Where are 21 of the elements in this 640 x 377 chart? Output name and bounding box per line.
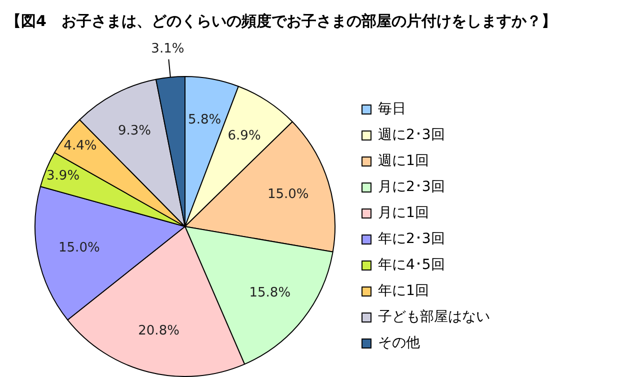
legend-label: 毎日 bbox=[378, 101, 406, 118]
data-label: 4.4% bbox=[64, 138, 97, 154]
data-label: 3.1% bbox=[151, 42, 184, 57]
data-label: 15.8% bbox=[249, 286, 291, 301]
data-label: 5.8% bbox=[188, 112, 222, 128]
data-label: 6.9% bbox=[228, 128, 261, 144]
legend-label: 月に2･3回 bbox=[378, 179, 445, 196]
data-label: 9.3% bbox=[118, 123, 151, 138]
data-label: 15.0% bbox=[267, 186, 309, 202]
legend-label: その他 bbox=[378, 335, 420, 352]
legend-label: 週に1回 bbox=[378, 153, 429, 170]
legend-label: 子ども部屋はない bbox=[378, 309, 490, 326]
data-label: 3.9% bbox=[46, 168, 80, 184]
data-label: 20.8% bbox=[138, 324, 180, 339]
legend-label: 年に4･5回 bbox=[378, 257, 445, 274]
chart-title: 【図4 お子さまは、どのくらいの頻度でお子さまの部屋の片付けをしますか？】 bbox=[6, 12, 556, 31]
legend-label: 年に2･3回 bbox=[378, 231, 445, 248]
legend-label: 年に1回 bbox=[378, 283, 429, 300]
data-label: 15.0% bbox=[58, 240, 100, 256]
legend-label: 月に1回 bbox=[378, 205, 429, 222]
legend-label: 週に2･3回 bbox=[378, 127, 445, 144]
